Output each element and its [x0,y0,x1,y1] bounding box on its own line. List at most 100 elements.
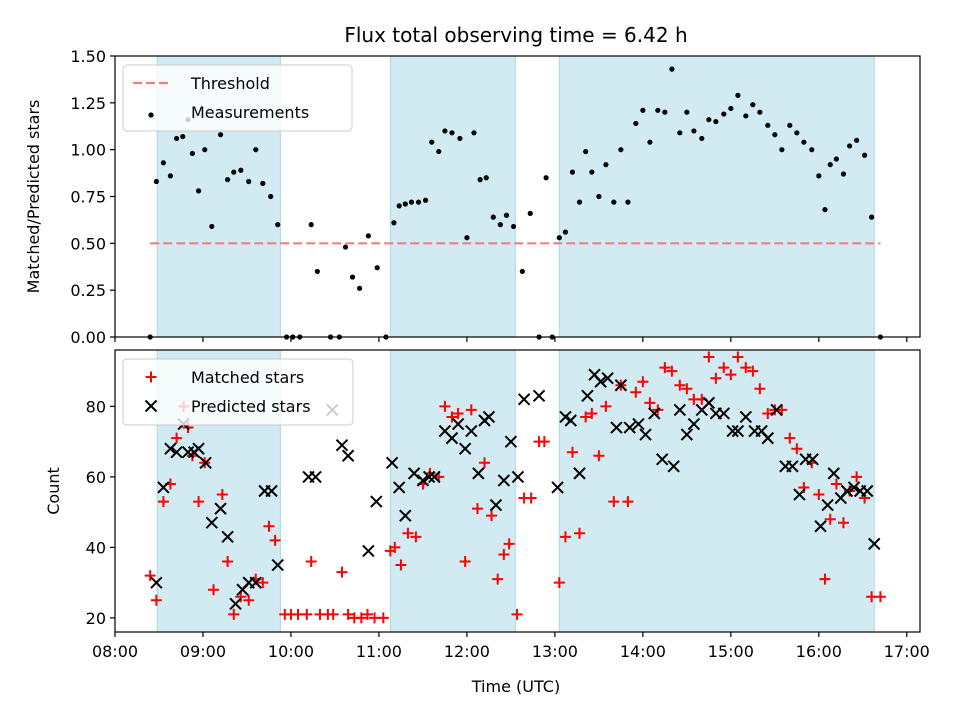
measurement-point [356,285,363,291]
predicted-star-marker [271,558,284,572]
x-tick-label: 11:00 [356,642,402,661]
predicted-star-marker [680,428,694,441]
observing-window-band [389,55,516,338]
predicted-star-marker [821,498,834,512]
measurement-point [314,268,320,275]
measurement-point [415,199,422,205]
predicted-star-marker [205,516,218,529]
measurement-point [861,152,868,158]
predicted-star-marker [564,414,577,427]
legend-label: Measurements [191,103,309,122]
measurement-point [160,160,166,166]
x-axis-label: Time (UTC) [471,677,560,696]
matched-star-marker [492,573,504,585]
measurement-point [589,169,595,175]
matched-star-marker [622,496,634,508]
predicted-star-marker [458,442,472,455]
matched-star-marker [637,376,649,388]
predicted-star-marker [551,481,564,494]
x-tick-label: 15:00 [708,642,754,661]
measurement-point [869,214,875,220]
measurement-point [603,162,609,168]
matched-star-marker [559,531,571,543]
predicted-star-marker [656,453,669,466]
matched-star-marker [538,436,550,448]
matched-star-marker [593,450,605,462]
matched-star-marker [336,566,348,578]
predicted-star-marker [806,453,819,466]
x-tick-label: 12:00 [444,642,490,661]
matched-star-marker [791,443,803,455]
matched-star-marker [874,591,886,603]
measurement-point [625,199,631,205]
matched-star-marker [813,489,825,501]
predicted-star-marker [472,467,485,480]
y-axis-label: Count [44,467,63,515]
measurement-point [721,111,727,117]
predicted-star-marker [793,488,806,501]
measurement-point [583,148,589,155]
matched-star-marker [830,478,842,490]
predicted-star-marker [399,509,412,522]
predicted-star-marker [445,431,459,445]
measurement-point [519,268,525,275]
predicted-star-marker [370,495,383,508]
predicted-star-marker [667,460,680,473]
matched-star-marker [732,351,744,363]
matched-star-marker [150,594,162,606]
measurement-point [202,147,208,153]
y-axis-label: Matched/Predicted stars [24,100,43,294]
predicted-star-marker [221,530,234,544]
predicted-star-marker [309,470,322,484]
measurement-point [787,122,793,128]
predicted-star-marker [847,481,861,494]
measurement-point [735,92,741,98]
measurement-point [471,130,477,136]
matched-star-marker [342,608,354,620]
predicted-star-marker [392,481,406,494]
measurement-point [640,107,646,113]
matched-star-marker [762,407,774,419]
matched-star-marker [819,573,831,585]
matched-star-marker [710,372,722,384]
matched-star-marker [776,404,788,416]
predicted-star-marker [581,389,594,403]
predicted-star-marker [573,467,586,480]
predicted-star-marker [157,481,170,494]
matched-star-marker [574,527,586,539]
measurement-point [231,169,237,175]
count-panel: 08:00 09:00 10:00 11:00 12:00 13:00 14:00 15:00… [44,349,930,661]
predicted-star-marker [199,456,212,470]
predicted-star-marker [229,597,242,611]
measurement-point [189,150,196,157]
predicted-star-marker [265,484,278,498]
predicted-star-marker [362,544,375,558]
observing-window-band [558,349,875,633]
measurement-point [713,118,719,125]
matched-star-marker [837,517,849,529]
predicted-star-marker [731,424,745,438]
matched-star-marker [216,489,228,501]
matched-star-marker [361,608,373,620]
measurement-point [847,143,853,149]
legend-label: Threshold [190,74,270,93]
legend-matched-swatch [145,371,157,383]
predicted-star-marker [687,417,701,431]
matched-star-marker [243,594,255,606]
predicted-star-marker [559,410,572,424]
measurement-point [457,135,463,142]
predicted-star-marker [249,576,262,589]
measurement-point [833,156,840,162]
measurement-point [743,113,749,119]
predicted-star-marker [465,424,478,438]
measurement-point [374,265,380,271]
matched-star-marker [459,556,471,567]
y-tick-label: 0.50 [70,234,106,253]
x-tick-label: 17:00 [884,642,930,661]
predicted-star-marker [335,438,349,452]
measurement-point [396,203,402,209]
measurement-point [569,169,576,175]
matched-star-marker [553,577,565,589]
y-tick-label: 0.75 [70,188,106,207]
matched-star-marker [600,400,612,412]
